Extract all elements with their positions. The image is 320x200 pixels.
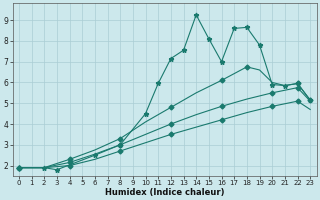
- X-axis label: Humidex (Indice chaleur): Humidex (Indice chaleur): [105, 188, 224, 197]
